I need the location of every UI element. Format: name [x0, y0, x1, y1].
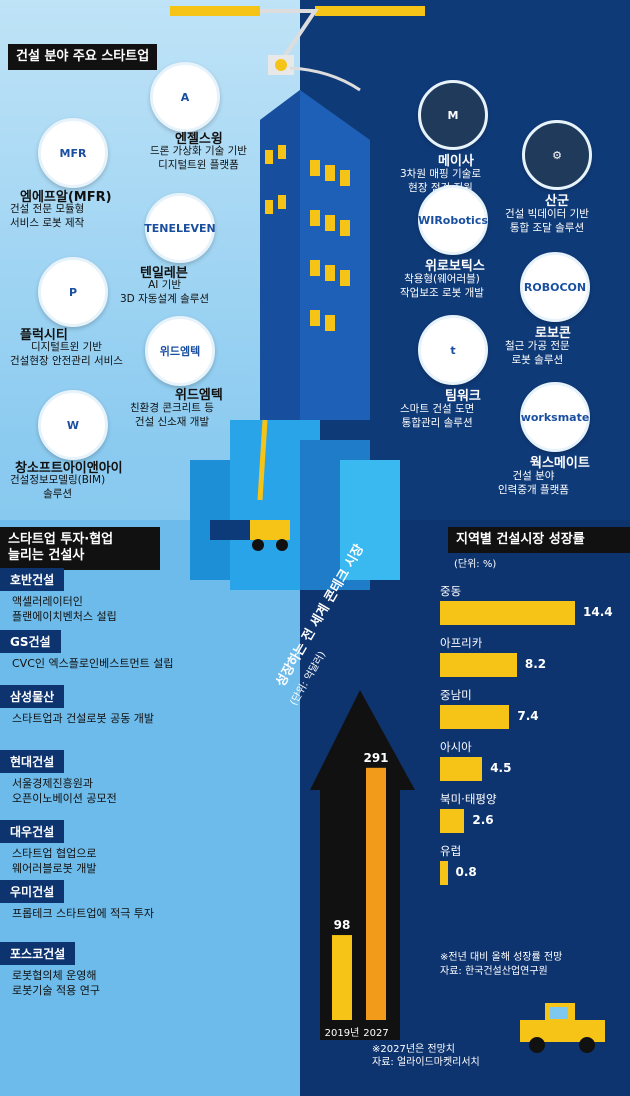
startup-logo-left-2: TENELEVEN	[144, 193, 216, 263]
startup-name: 창소프트아이앤아이	[15, 461, 123, 476]
company-desc: 스타트업 협업으로 웨어러블로봇 개발	[12, 847, 97, 875]
contech-chart-source: 자료: 얼라이드마켓리서치	[372, 1057, 480, 1068]
region-bar-row: 중남미	[440, 687, 510, 729]
startup-desc: 스마트 건설 도면 통합관리 솔루션	[400, 403, 475, 429]
region-value: 2.6	[472, 813, 494, 827]
company-desc: 서울경제진흥원과 오픈이노베이션 공모전	[12, 777, 117, 805]
contech-year-label: 2019년	[325, 1027, 360, 1039]
company-desc: 액셀러레이터인 플랜에이치벤처스 설립	[12, 595, 117, 623]
startup-desc: 착용형(웨어러블) 작업보조 로봇 개발	[400, 273, 484, 299]
region-value: 14.4	[583, 605, 613, 619]
contech-bar-value: 291	[363, 751, 388, 765]
contech-chart-note: ※2027년은 전망치	[372, 1044, 456, 1055]
startup-logo-right-3: ROBOCON	[520, 252, 590, 322]
startups-title: 건설 분야 주요 스타트업	[8, 44, 158, 71]
company-name: 우미건설	[0, 880, 65, 903]
region-bar	[440, 705, 510, 729]
startup-desc: 철근 가공 전문 로봇 솔루션	[505, 340, 570, 366]
region-label: 아시아	[440, 740, 472, 754]
region-value: 0.8	[455, 865, 477, 879]
region-value: 4.5	[490, 761, 512, 775]
company-name: 포스코건설	[0, 942, 76, 965]
startup-logo-right-5: worksmate	[520, 382, 590, 452]
company-item: GS건설 CVC인 엑스플로인베스트먼트 설립	[0, 630, 300, 676]
company-desc: 로봇협의체 운영해 로봇기술 적용 연구	[12, 969, 100, 997]
startup-logo-left-4: 위드엠텍	[145, 316, 215, 386]
company-desc: 스타트업과 건설로봇 공동 개발	[12, 712, 155, 725]
startup-name: 팀워크	[445, 389, 481, 404]
startup-logo-right-2: WIRobotics	[418, 185, 488, 255]
company-name: 삼성물산	[0, 685, 65, 708]
regional-chart-note: ※전년 대비 올해 성장률 전망	[440, 952, 563, 963]
startup-logo-right-1: ⚙	[522, 120, 592, 190]
region-bar	[440, 809, 465, 833]
truck-illustration	[520, 1003, 605, 1053]
regional-chart-source: 자료: 한국건설산업연구원	[440, 966, 548, 977]
startup-name: 텐일레븐	[140, 266, 188, 281]
startup-desc: 디지털트윈 기반 건설현장 안전관리 서비스	[10, 341, 123, 367]
region-bar	[440, 757, 483, 781]
company-name: 현대건설	[0, 750, 65, 773]
region-bar-row: 중동	[440, 583, 575, 625]
investment-title: 스타트업 투자·협업 늘리는 건설사	[0, 527, 160, 570]
company-name: GS건설	[0, 630, 61, 653]
region-bar-row: 아프리카	[440, 635, 517, 677]
region-bar-row: 아시아	[440, 739, 483, 781]
startup-desc: 건설정보모델링(BIM) 솔루션	[10, 474, 106, 500]
startup-desc: AI 기반 3D 자동설계 솔루션	[120, 279, 210, 305]
region-bar	[440, 653, 517, 677]
startup-name: 엔젤스윙	[175, 132, 223, 147]
startup-logo-left-1: MFR	[38, 118, 108, 188]
startup-name: 위로보틱스	[425, 259, 485, 274]
contech-chart: 98 2019년 291 2027	[310, 690, 415, 1040]
startup-name: 산군	[545, 194, 569, 209]
region-label: 중남미	[440, 688, 472, 702]
region-bar	[440, 601, 575, 625]
contech-bar	[332, 935, 352, 1020]
region-label: 유럽	[440, 844, 462, 858]
region-bar-row: 유럽	[440, 843, 461, 885]
startup-logo-right-0: M	[418, 80, 488, 150]
startup-desc: 건설 분야 인력중개 플랫폼	[498, 470, 569, 496]
regional-chart-title: 지역별 건설시장 성장률	[448, 527, 630, 554]
startup-name: 메이사	[438, 154, 474, 169]
company-desc: CVC인 엑스플로인베스트먼트 설립	[12, 657, 174, 670]
startup-name: 플럭시티	[20, 328, 68, 343]
investment-panel-background	[0, 520, 300, 1096]
contech-bar	[366, 767, 386, 1020]
region-bar	[440, 861, 448, 885]
region-value: 7.4	[517, 709, 539, 723]
startup-name: 위드엠텍	[175, 388, 223, 403]
startup-name: 로보콘	[535, 326, 571, 341]
startup-logo-left-5: W	[38, 390, 108, 460]
startup-logo-left-3: P	[38, 257, 108, 327]
startup-name: 엠에프알(MFR)	[20, 190, 112, 205]
startup-name: 웍스메이트	[530, 456, 590, 471]
region-label: 중동	[440, 584, 462, 598]
company-name: 대우건설	[0, 820, 65, 843]
region-label: 북미·태평양	[440, 792, 497, 806]
company-name: 호반건설	[0, 568, 65, 591]
contech-year-label: 2027	[363, 1028, 388, 1039]
startup-desc: 친환경 콘크리트 등 건설 신소재 개발	[130, 402, 214, 428]
startup-desc: 건설 전문 모듈형 서비스 로봇 제작	[10, 203, 85, 229]
startup-logo-left-0: A	[150, 62, 220, 132]
startup-desc: 드론 가상화 기술 기반 디지털트윈 플랫폼	[150, 145, 247, 171]
region-label: 아프리카	[440, 636, 483, 650]
region-value: 8.2	[524, 657, 547, 671]
startup-logo-right-4: t	[418, 315, 488, 385]
region-bar-row: 북미·태평양	[440, 791, 497, 833]
startup-desc: 건설 빅데이터 기반 통합 조달 솔루션	[505, 208, 589, 234]
company-desc: 프롭테크 스타트업에 적극 투자	[12, 907, 155, 920]
building-illustration	[170, 6, 425, 590]
contech-bar-value: 98	[334, 918, 351, 932]
regional-chart-unit: (단위: %)	[454, 559, 497, 570]
